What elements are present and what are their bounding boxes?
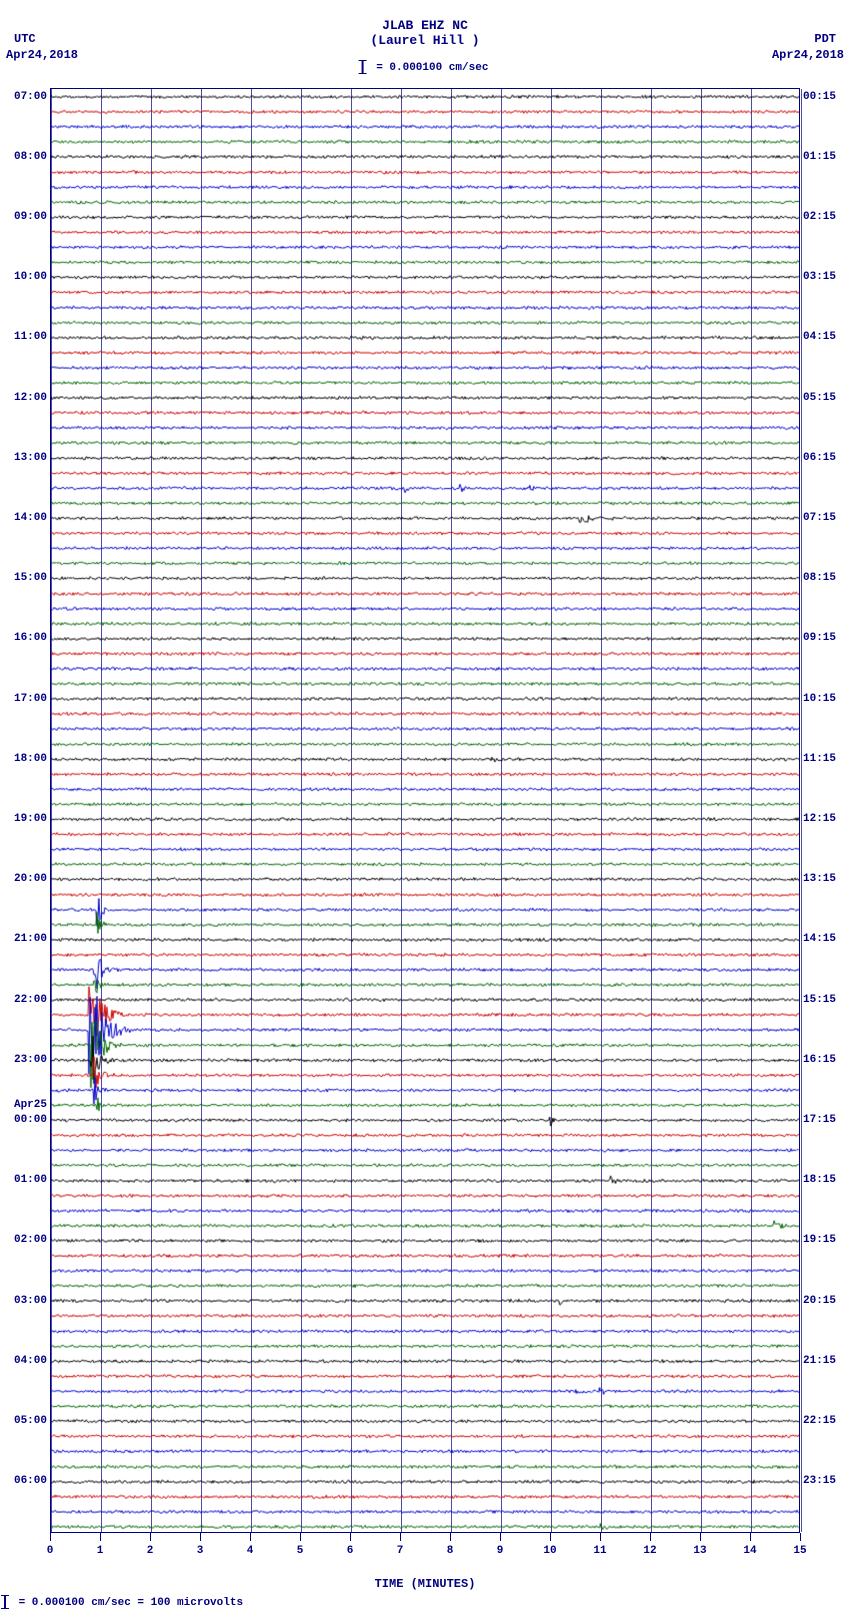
x-tick	[600, 1533, 601, 1541]
footer-scale-text: = 0.000100 cm/sec = 100 microvolts	[19, 1597, 243, 1609]
x-tick-label: 4	[247, 1545, 254, 1557]
seismogram-container: JLAB EHZ NC (Laurel Hill ) UTC Apr24,201…	[0, 0, 850, 1613]
x-tick-label: 2	[147, 1545, 154, 1557]
x-axis-title: TIME (MINUTES)	[375, 1577, 476, 1591]
x-tick	[100, 1533, 101, 1541]
x-axis: 0123456789101112131415	[50, 1533, 800, 1573]
pdt-hour-label: 18:15	[803, 1174, 836, 1186]
x-tick	[300, 1533, 301, 1541]
utc-hour-label: 05:00	[14, 1415, 47, 1427]
x-tick-label: 13	[693, 1545, 706, 1557]
utc-hour-label: 21:00	[14, 933, 47, 945]
x-tick-label: 12	[643, 1545, 656, 1557]
pdt-hour-label: 03:15	[803, 271, 836, 283]
pdt-hour-label: 02:15	[803, 211, 836, 223]
x-tick	[200, 1533, 201, 1541]
utc-hour-label: 22:00	[14, 994, 47, 1006]
utc-hour-label: 10:00	[14, 271, 47, 283]
x-tick	[350, 1533, 351, 1541]
pdt-hour-label: 10:15	[803, 693, 836, 705]
x-tick-label: 3	[197, 1545, 204, 1557]
utc-hour-label: 23:00	[14, 1054, 47, 1066]
x-tick-label: 15	[793, 1545, 806, 1557]
x-tick-label: 7	[397, 1545, 404, 1557]
utc-hour-label: 09:00	[14, 211, 47, 223]
x-tick	[50, 1533, 51, 1541]
pdt-hour-label: 20:15	[803, 1295, 836, 1307]
pdt-hour-label: 22:15	[803, 1415, 836, 1427]
pdt-hour-label: 08:15	[803, 572, 836, 584]
utc-hour-label: 04:00	[14, 1355, 47, 1367]
utc-hour-label: 19:00	[14, 813, 47, 825]
x-tick-label: 0	[47, 1545, 54, 1557]
pdt-hour-label: 21:15	[803, 1355, 836, 1367]
pdt-hour-label: 23:15	[803, 1475, 836, 1487]
pdt-hour-label: 19:15	[803, 1234, 836, 1246]
pdt-hour-label: 17:15	[803, 1114, 836, 1126]
pdt-hour-label: 01:15	[803, 151, 836, 163]
x-tick	[550, 1533, 551, 1541]
x-tick	[400, 1533, 401, 1541]
plot-area: 07:0008:0009:0010:0011:0012:0013:0014:00…	[50, 88, 800, 1533]
x-tick	[650, 1533, 651, 1541]
utc-hour-label: 20:00	[14, 873, 47, 885]
pdt-hour-label: 04:15	[803, 331, 836, 343]
utc-hour-label: 01:00	[14, 1174, 47, 1186]
utc-label: UTC	[14, 32, 36, 46]
pdt-hour-label: 07:15	[803, 512, 836, 524]
x-tick-label: 11	[593, 1545, 606, 1557]
x-tick	[800, 1533, 801, 1541]
pdt-hour-label: 05:15	[803, 392, 836, 404]
footer-scale: = 0.000100 cm/sec = 100 microvolts	[4, 1595, 243, 1609]
scale-bar-icon	[4, 1595, 6, 1609]
pdt-hour-label: 13:15	[803, 873, 836, 885]
utc-hour-label: 02:00	[14, 1234, 47, 1246]
utc-hour-label: 14:00	[14, 512, 47, 524]
x-tick	[250, 1533, 251, 1541]
pdt-hour-label: 11:15	[803, 753, 836, 765]
pdt-hour-label: 16:15	[803, 1054, 836, 1066]
utc-hour-label: 06:00	[14, 1475, 47, 1487]
utc-hour-label: 13:00	[14, 452, 47, 464]
utc-hour-label: 12:00	[14, 392, 47, 404]
utc-hour-label: 11:00	[14, 331, 47, 343]
pdt-hour-label: 09:15	[803, 632, 836, 644]
x-tick-label: 14	[743, 1545, 756, 1557]
x-tick-label: 1	[97, 1545, 104, 1557]
pdt-hour-label: 15:15	[803, 994, 836, 1006]
x-tick	[150, 1533, 151, 1541]
pdt-hour-label: 14:15	[803, 933, 836, 945]
utc-hour-label: 16:00	[14, 632, 47, 644]
pdt-hour-label: 12:15	[803, 813, 836, 825]
x-tick	[700, 1533, 701, 1541]
utc-hour-label: 17:00	[14, 693, 47, 705]
x-tick-label: 8	[447, 1545, 454, 1557]
x-tick-label: 5	[297, 1545, 304, 1557]
pdt-label: PDT	[814, 32, 836, 46]
x-tick	[450, 1533, 451, 1541]
x-tick	[500, 1533, 501, 1541]
pdt-hour-label: 06:15	[803, 452, 836, 464]
utc-hour-label: Apr25	[14, 1099, 47, 1111]
utc-hour-label: 07:00	[14, 91, 47, 103]
x-tick-label: 9	[497, 1545, 504, 1557]
pdt-hour-label: 00:15	[803, 91, 836, 103]
utc-hour-label: 18:00	[14, 753, 47, 765]
utc-hour-label: 00:00	[14, 1114, 47, 1126]
x-tick	[750, 1533, 751, 1541]
gridline	[801, 89, 802, 1532]
utc-hour-label: 15:00	[14, 572, 47, 584]
x-tick-label: 6	[347, 1545, 354, 1557]
utc-hour-label: 08:00	[14, 151, 47, 163]
utc-hour-label: 03:00	[14, 1295, 47, 1307]
x-tick-label: 10	[543, 1545, 556, 1557]
